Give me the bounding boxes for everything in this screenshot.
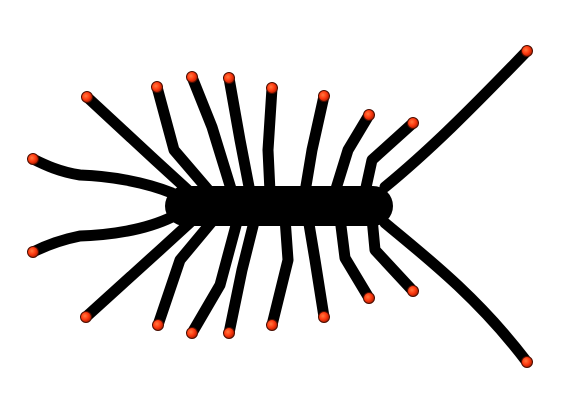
leg-upper-7: [329, 109, 375, 198]
leg-upper-1: [81, 91, 196, 198]
tip-lower-6: [318, 311, 330, 323]
tip-lower-3: [186, 327, 198, 339]
leg-upper-5: [262, 82, 278, 198]
leg-tips: [27, 45, 533, 368]
centipede-body: [165, 186, 393, 226]
antennae: [379, 45, 533, 368]
tip-upper-7: [363, 109, 375, 121]
tip-lower-8: [407, 285, 419, 297]
tip-antenna-lower: [521, 356, 533, 368]
leg-lower-2: [152, 212, 221, 331]
tip-upper-3: [186, 71, 198, 83]
tip-upper-6: [318, 90, 330, 102]
leg-upper-3: [186, 71, 238, 198]
leg-lower-8: [366, 212, 419, 297]
tip-tail-lower: [27, 246, 39, 258]
tip-upper-8: [407, 117, 419, 129]
leg-lower-5: [266, 212, 294, 331]
tip-antenna-upper: [521, 45, 533, 57]
tip-upper-1: [81, 91, 93, 103]
tail-feelers: [27, 153, 178, 258]
tip-tail-upper: [27, 153, 39, 165]
tip-upper-4: [223, 72, 235, 84]
antenna-upper: [379, 45, 533, 193]
tip-lower-7: [363, 292, 375, 304]
upper-legs: [81, 71, 419, 198]
tip-lower-1: [80, 311, 92, 323]
tail-feeler-upper: [27, 153, 178, 199]
leg-upper-8: [359, 117, 419, 198]
leg-upper-4: [223, 72, 256, 198]
tip-lower-5: [266, 319, 278, 331]
leg-upper-2: [151, 81, 216, 198]
leg-lower-1: [80, 212, 201, 323]
tip-upper-5: [266, 82, 278, 94]
leg-lower-4: [223, 212, 261, 339]
leg-lower-7: [334, 212, 375, 304]
leg-lower-6: [302, 212, 330, 323]
leg-upper-6: [299, 90, 330, 198]
tail-feeler-lower: [27, 211, 178, 258]
tip-lower-2: [152, 319, 164, 331]
lower-legs: [80, 212, 419, 339]
tip-upper-2: [151, 81, 163, 93]
tip-lower-4: [223, 327, 235, 339]
antenna-lower: [379, 217, 533, 368]
leg-lower-3: [186, 212, 244, 339]
